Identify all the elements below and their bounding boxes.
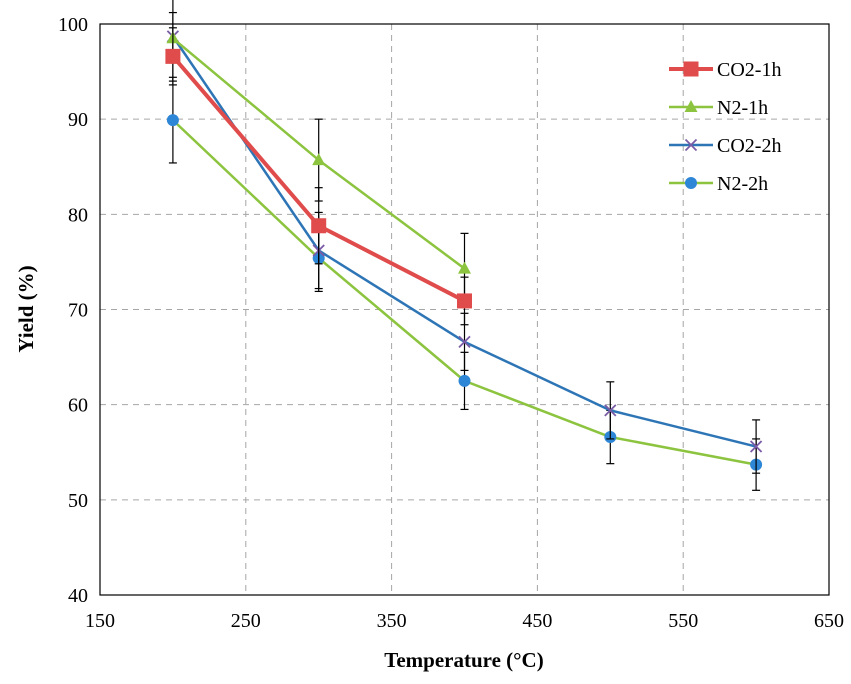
x-marker-stroke bbox=[749, 440, 763, 453]
data-point bbox=[458, 335, 471, 348]
series bbox=[165, 0, 763, 491]
x-marker-stroke bbox=[604, 404, 617, 417]
x-tick-label: 450 bbox=[522, 610, 552, 632]
legend-label: N2-2h bbox=[717, 173, 768, 195]
y-tick-label: 40 bbox=[68, 585, 88, 607]
data-point bbox=[458, 374, 471, 387]
legend-item-N2-1h: N2-1h bbox=[669, 97, 768, 119]
legend-label: CO2-2h bbox=[717, 135, 781, 157]
x-marker-stroke bbox=[684, 138, 698, 152]
data-point bbox=[166, 114, 179, 127]
legend-swatch-marker bbox=[683, 61, 699, 77]
legend-swatch-marker bbox=[685, 177, 697, 189]
y-tick-label: 50 bbox=[68, 490, 88, 512]
legend-item-CO2-1h: CO2-1h bbox=[669, 59, 781, 81]
legend-label: N2-1h bbox=[717, 97, 768, 119]
y-tick-label: 60 bbox=[68, 395, 88, 417]
x-tick-label: 350 bbox=[377, 610, 407, 632]
x-marker-stroke bbox=[458, 335, 471, 348]
x-tick-label: 650 bbox=[814, 610, 844, 632]
grid-lines bbox=[100, 24, 829, 595]
plot-area-frame bbox=[99, 23, 830, 596]
data-point bbox=[749, 440, 763, 453]
y-tick-label: 100 bbox=[58, 14, 88, 36]
y-tick-label: 70 bbox=[68, 300, 88, 322]
legend-item-CO2-2h: CO2-2h bbox=[669, 135, 781, 157]
y-tick-label: 80 bbox=[68, 204, 88, 226]
x-tick-label: 550 bbox=[668, 610, 698, 632]
legend-label: CO2-1h bbox=[717, 59, 781, 81]
x-axis-title: Temperature (°C) bbox=[384, 648, 543, 672]
data-point bbox=[311, 218, 327, 234]
legend: CO2-1h N2-1h CO2-2h N2-2h bbox=[669, 59, 781, 195]
data-point bbox=[458, 261, 471, 274]
data-point bbox=[165, 48, 181, 64]
data-point bbox=[604, 404, 617, 417]
legend-item-N2-2h: N2-2h bbox=[669, 173, 768, 195]
x-tick-label: 250 bbox=[231, 610, 261, 632]
y-axis-title: Yield (%) bbox=[14, 265, 38, 352]
tick-labels: 150 250 350 450 550 650 40 50 60 70 80 90 100 bbox=[58, 14, 844, 632]
legend-swatch-marker bbox=[684, 138, 698, 152]
legend-swatch-marker bbox=[684, 100, 698, 112]
y-tick-label: 90 bbox=[68, 109, 88, 131]
x-tick-label: 150 bbox=[85, 610, 115, 632]
series-CO2-1h bbox=[165, 27, 472, 326]
data-point bbox=[312, 153, 326, 166]
data-point bbox=[457, 293, 472, 309]
